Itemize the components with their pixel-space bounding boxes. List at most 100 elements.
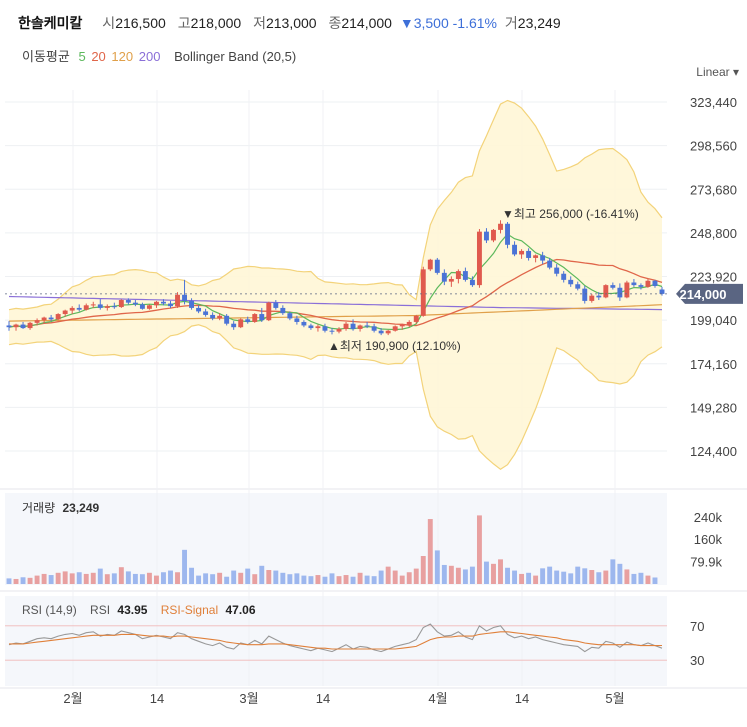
volume-bar [62,571,68,584]
volume-bar [252,574,258,584]
candle-body [139,304,145,309]
scale-mode-dropdown[interactable]: Linear ▾ [696,65,739,79]
candle-body [125,300,131,303]
candle-body [161,301,166,304]
candle-body [547,260,553,268]
candle-body [659,289,665,294]
rsi-lines [5,623,667,661]
volume-bar [406,572,412,584]
time-tick-label: 14 [515,691,529,706]
volume-title-label: 거래량 [22,501,55,515]
volume-bar [55,572,61,584]
candle-body [575,284,581,289]
candle-body [217,315,223,319]
volume-bar [182,549,187,584]
candle-body [406,321,412,325]
candle-body [210,314,216,319]
candle-body [469,279,475,286]
volume-tick-label: 240k [694,510,723,525]
candle-body [645,280,651,287]
volume-bar [104,574,110,584]
volume-bar [624,569,630,584]
price-tick-label: 323,440 [690,95,737,110]
volume-bar [266,570,272,584]
candle-body [540,255,546,261]
candle-body [294,318,300,322]
candle-body [582,288,588,301]
volume-bar [371,576,377,584]
candle-body [168,303,173,307]
candle-body [6,325,12,328]
low-annotation: ▲최저 190,900 (12.10%) [328,339,461,353]
volume-bar [540,568,546,584]
volume-bar [336,576,342,584]
candle-body [526,250,532,258]
volume-bar [69,573,75,584]
open-value: 216,500 [115,15,166,31]
ma-5-line [8,233,663,331]
scale-mode-label: Linear [696,65,730,79]
rsi-panel [5,596,667,686]
volume-bar [350,576,356,584]
rsi-tick-label: 70 [690,619,704,634]
candle-body [624,282,630,298]
volume-bar [34,575,40,584]
volume-bar [357,572,363,584]
moving-averages [8,233,663,331]
volume-bar [484,561,489,584]
price-tick-label: 149,280 [690,400,737,415]
candle-body [491,229,496,241]
candle-body [182,294,187,301]
candle-body [189,300,195,308]
volume-bar [610,559,616,584]
candle-body [266,302,272,321]
candle-body [34,320,40,323]
volume-tick-label: 160k [694,532,723,547]
rsi-tick-label: 30 [690,653,704,668]
ma-120-label: 120 [111,49,134,64]
candle-body [505,223,510,245]
current-price-label: 214,000 [680,287,727,302]
volume-bar [118,567,124,584]
candlesticks [5,220,667,336]
volume-bar [469,566,475,584]
volume-bar [238,572,244,584]
candle-body [196,307,202,312]
volume-bar [491,563,496,584]
open-label: 시 [102,15,116,31]
price-tick-label: 273,680 [690,182,737,197]
time-tick-label: 14 [316,691,330,706]
candle-body [434,259,440,273]
candle-body [280,307,286,314]
candle-body [252,314,258,322]
volume-bar [617,563,623,584]
volume-bar [161,572,166,584]
candle-body [13,324,19,328]
volume-bar [399,575,405,584]
volume-bar [294,573,300,584]
candle-body [48,317,54,320]
indicator-legend[interactable]: 이동평균 5 20 120 200 Bollinger Band (20,5) [22,46,301,65]
candle-body [55,314,61,320]
volume-bar [476,515,482,584]
volume-bar [168,570,173,584]
candle-body [104,306,110,308]
candle-body [41,317,47,321]
volume-bar [280,572,286,584]
volume-bar [575,566,581,584]
rsi-title: RSI (14,9) RSI 43.95 RSI-Signal 47.06 [22,603,256,617]
bollinger-fill [9,100,662,470]
volume-bar [441,564,447,584]
volume-bar [505,567,510,584]
rsi-line [8,623,663,653]
high-annotation: ▼최고 256,000 (-16.41%) [502,207,639,221]
rsi-signal-name: RSI-Signal [161,603,218,617]
bollinger-band [8,99,663,471]
volume-bar [378,570,384,584]
candle-body [399,324,405,327]
volume-bar [462,569,468,584]
candle-body [357,325,363,329]
candle-body [455,271,461,279]
volume-bar [153,575,159,584]
